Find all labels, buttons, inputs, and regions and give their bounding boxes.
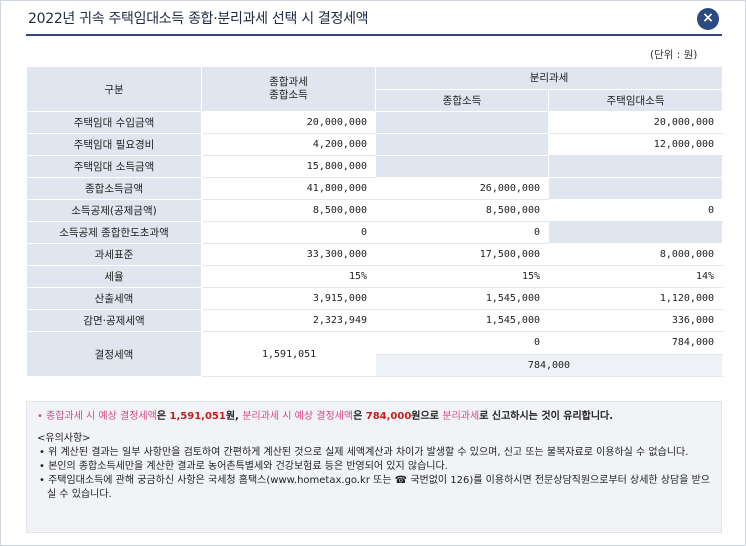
table-row: 감면·공제세액 2,323,949 1,545,000 336,000 [26,309,724,332]
row-label: 주택임대 수입금액 [26,111,202,134]
table-row: 주택임대 수입금액 20,000,000 20,000,000 [26,111,724,134]
cell-separate-rental: 14% [547,265,724,288]
header-comprehensive: 종합과세 종합소득 [201,66,376,112]
cell-separate-rental: 20,000,000 [547,111,724,134]
cell-separate-comprehensive [375,155,549,178]
header-separate-comprehensive: 종합소득 [375,88,549,112]
cell-comprehensive: 3,915,000 [201,287,376,310]
cell-comprehensive: 15% [201,265,376,288]
row-label: 소득공제(공제금액) [26,199,202,222]
row-label-final: 결정세액 [26,331,202,377]
cell-separate-rental: 0 [547,199,724,222]
cell-comprehensive: 8,500,000 [201,199,376,222]
close-icon[interactable]: × [697,8,719,30]
row-label: 과세표준 [26,243,202,266]
unit-label: (단위 : 원) [650,49,698,61]
cell-comprehensive: 15,800,000 [201,155,376,178]
table-row: 소득공제 종합한도초과액 0 0 [26,221,724,244]
cell-separate-rental: 336,000 [547,309,724,332]
header-separate-rental: 주택임대소득 [547,88,724,112]
caution-item-3: • 주택임대소득에 관해 궁금하신 사항은 국세청 홈택스(www.hometa… [39,475,710,500]
cell-separate-rental [547,155,724,178]
row-label: 주택임대 소득금액 [26,155,202,178]
cell-separate-comprehensive: 8,500,000 [375,199,549,222]
table-row: 주택임대 필요경비 4,200,000 12,000,000 [26,133,724,156]
title-divider [26,34,722,36]
table-row: 종합소득금액 41,800,000 26,000,000 [26,177,724,200]
cell-separate-comprehensive: 15% [375,265,549,288]
cell-separate-comprehensive: 26,000,000 [375,177,549,200]
cell-comprehensive: 2,323,949 [201,309,376,332]
tax-comparison-table: 구분 종합과세 종합소득 분리과세 종합소득 주택임대소득 주택임대 수입금액 2… [26,66,724,377]
final-separate-comprehensive: 0 [375,331,549,355]
cell-separate-rental [547,221,724,244]
row-label: 종합소득금액 [26,177,202,200]
row-label: 산출세액 [26,287,202,310]
row-label: 세율 [26,265,202,288]
cell-separate-rental: 8,000,000 [547,243,724,266]
header-category: 구분 [26,66,202,112]
cell-separate-comprehensive: 17,500,000 [375,243,549,266]
cell-separate-comprehensive: 0 [375,221,549,244]
table-row: 과세표준 33,300,000 17,500,000 8,000,000 [26,243,724,266]
dialog-title: 2022년 귀속 주택임대소득 종합·분리과세 선택 시 결정세액 [28,11,369,27]
final-separate-total: 784,000 [374,353,724,377]
cell-comprehensive: 20,000,000 [201,111,376,134]
header-separate: 분리과세 [374,66,724,90]
caution-title: <유의사항> [37,433,91,444]
cell-separate-rental [547,177,724,200]
table-row: 소득공제(공제금액) 8,500,000 8,500,000 0 [26,199,724,222]
cell-separate-comprehensive [375,111,549,134]
row-label: 주택임대 필요경비 [26,133,202,156]
cell-separate-rental: 12,000,000 [547,133,724,156]
cell-separate-comprehensive: 1,545,000 [375,287,549,310]
cell-separate-rental: 1,120,000 [547,287,724,310]
table-row: 세율 15% 15% 14% [26,265,724,288]
row-label: 감면·공제세액 [26,309,202,332]
caution-item-2: • 본인의 종합소득세만을 계산한 결과로 농어촌특별세와 건강보험료 등은 반… [39,461,448,472]
final-comprehensive: 1,591,051 [201,331,376,377]
table-row: 산출세액 3,915,000 1,545,000 1,120,000 [26,287,724,310]
cell-comprehensive: 33,300,000 [201,243,376,266]
cell-separate-comprehensive: 1,545,000 [375,309,549,332]
cell-separate-comprehensive [375,133,549,156]
final-separate-rental: 784,000 [547,331,724,355]
notes-box: • 종합과세 시 예상 결정세액은 1,591,051원, 분리과세 시 예상 … [26,401,722,533]
cell-comprehensive: 0 [201,221,376,244]
caution-item-1: • 위 계산된 결과는 일부 사항만을 검토하여 간편하게 계산된 것으로 실제… [39,447,689,458]
row-label: 소득공제 종합한도초과액 [26,221,202,244]
summary-text: • 종합과세 시 예상 결정세액은 1,591,051원, 분리과세 시 예상 … [37,411,614,422]
cell-comprehensive: 4,200,000 [201,133,376,156]
table-row: 주택임대 소득금액 15,800,000 [26,155,724,178]
cell-comprehensive: 41,800,000 [201,177,376,200]
